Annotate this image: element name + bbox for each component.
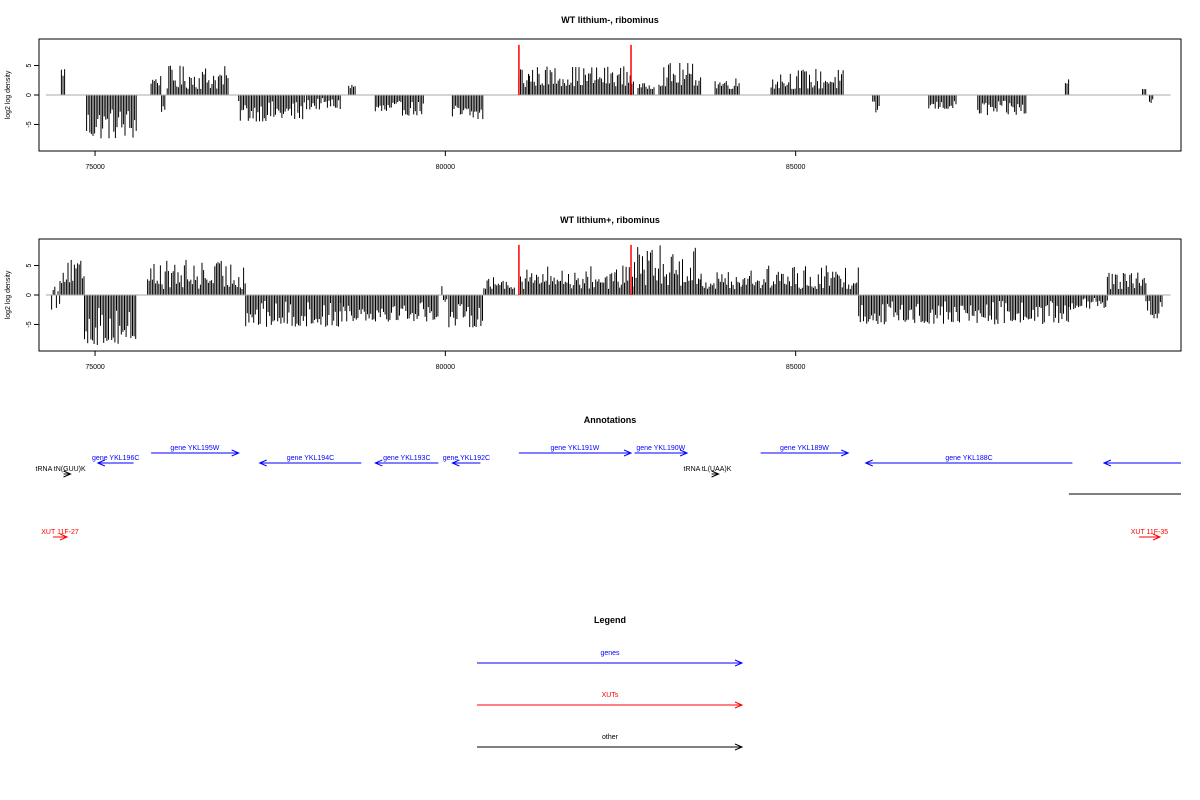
y-axis-ticks: -5 0 5 — [26, 263, 39, 328]
legend-items: genes XUTs other — [477, 650, 744, 751]
annotation-feature: gene YKL189W — [760, 445, 850, 457]
arrowhead-right-icon — [59, 533, 69, 541]
legend-item: genes — [477, 650, 744, 667]
arrowhead-right-icon — [711, 470, 720, 478]
arrowhead-right-icon — [231, 449, 240, 457]
legend: Legend genes XUTs other — [477, 615, 744, 751]
x-axis-ticks: 75000 80000 85000 — [85, 151, 806, 171]
legend-label: genes — [600, 650, 620, 657]
annotation-feature: tRNA tN(GUU)K — [36, 466, 86, 478]
arrowhead-right-icon — [734, 743, 744, 751]
annotation-feature — [1102, 459, 1181, 467]
coverage-series — [60, 63, 1154, 139]
x-tick-label: 85000 — [786, 364, 806, 371]
y-tick-label: 5 — [26, 263, 33, 267]
feature-label: gene YKL190W — [636, 445, 685, 452]
y-axis-label: log2 log density — [5, 70, 12, 119]
feature-label: gene YKL192C — [443, 455, 490, 462]
coverage-panel-lithium-minus: WT lithium-, ribominus log2 log density … — [5, 15, 1182, 171]
arrowhead-right-icon — [734, 659, 744, 667]
coverage-panel-lithium-plus: WT lithium+, ribominus log2 log density … — [5, 215, 1182, 371]
legend-label: other — [602, 734, 619, 741]
y-tick-label: 5 — [26, 63, 33, 67]
y-tick-label: -5 — [26, 321, 33, 327]
arrowhead-left-icon — [96, 459, 106, 467]
legend-item: other — [477, 734, 744, 751]
arrowhead-left-icon — [374, 459, 383, 467]
feature-label: gene YKL196C — [92, 455, 139, 462]
feature-label: XUT 11F-35 — [1131, 529, 1169, 536]
annotation-feature: gene YKL195W — [151, 445, 240, 457]
coverage-series — [51, 245, 1163, 345]
legend-item: XUTs — [477, 692, 744, 709]
arrowhead-right-icon — [734, 701, 744, 709]
annotation-feature: gene YKL188C — [864, 455, 1073, 467]
feature-label: gene YKL189W — [780, 445, 829, 452]
annotation-feature: XUT 11F-27 — [41, 529, 79, 541]
y-axis-label: log2 log density — [5, 270, 12, 319]
feature-label: tRNA tN(GUU)K — [36, 466, 86, 473]
x-tick-label: 80000 — [436, 364, 456, 371]
annotation-feature: gene YKL190W — [634, 445, 689, 457]
annotation-feature: tRNA tL(UAA)K — [684, 466, 732, 478]
y-tick-label: -5 — [26, 121, 33, 127]
arrowhead-right-icon — [623, 449, 633, 457]
annotations-title: Annotations — [584, 415, 637, 425]
arrowhead-left-icon — [451, 459, 460, 467]
arrowhead-right-icon — [679, 449, 689, 457]
annotation-feature: gene YKL193C — [374, 455, 439, 467]
y-axis-ticks: -5 0 5 — [26, 63, 39, 128]
y-tick-label: 0 — [26, 293, 33, 297]
feature-label: XUT 11F-27 — [41, 529, 79, 536]
x-tick-label: 75000 — [85, 164, 105, 171]
arrowhead-right-icon — [841, 449, 850, 457]
feature-label: tRNA tL(UAA)K — [684, 466, 732, 473]
arrowhead-left-icon — [1102, 459, 1112, 467]
feature-label: gene YKL194C — [287, 455, 334, 462]
feature-label: gene YKL188C — [945, 455, 992, 462]
x-axis-ticks: 75000 80000 85000 — [85, 351, 806, 371]
arrowhead-left-icon — [864, 459, 873, 467]
panel-title: WT lithium+, ribominus — [560, 215, 660, 225]
arrowhead-left-icon — [258, 459, 267, 467]
annotation-feature: XUT 11F-35 — [1131, 529, 1169, 541]
x-tick-label: 80000 — [436, 164, 456, 171]
annotation-feature: gene YKL194C — [258, 455, 362, 467]
feature-label: gene YKL191W — [551, 445, 600, 452]
y-tick-label: 0 — [26, 93, 33, 97]
panel-title: WT lithium-, ribominus — [561, 15, 659, 25]
legend-label: XUTs — [602, 692, 619, 699]
annotation-features: gene YKL196C gene YKL195W gene YKL194C gene… — [36, 445, 1181, 541]
legend-title: Legend — [594, 615, 626, 625]
arrowhead-right-icon — [63, 470, 72, 478]
annotation-feature: gene YKL196C — [92, 455, 139, 467]
annotation-feature: gene YKL191W — [518, 445, 633, 457]
arrowhead-right-icon — [1152, 533, 1162, 541]
x-tick-label: 75000 — [85, 364, 105, 371]
x-tick-label: 85000 — [786, 164, 806, 171]
feature-label: gene YKL193C — [383, 455, 430, 462]
feature-label: gene YKL195W — [170, 445, 219, 452]
annotation-feature: gene YKL192C — [443, 455, 490, 467]
